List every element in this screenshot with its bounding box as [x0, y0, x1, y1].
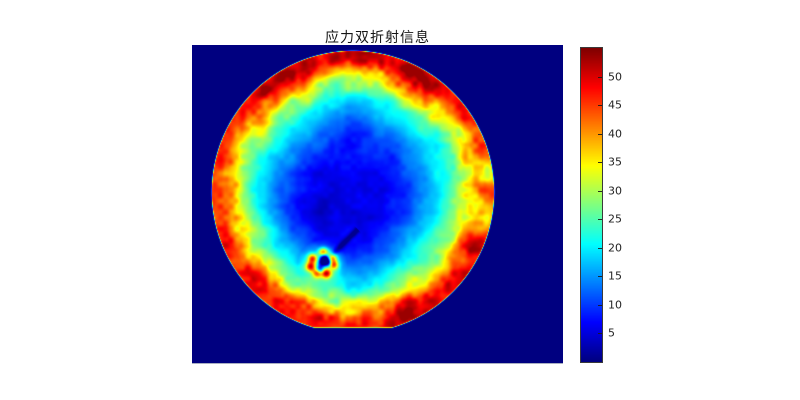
colorbar-tick: [598, 248, 602, 249]
colorbar-tick: [598, 219, 602, 220]
colorbar-tick: [598, 134, 602, 135]
colorbar-tick-label: 5: [608, 326, 615, 340]
colorbar-tick-label: 30: [608, 184, 622, 198]
colorbar-tick: [598, 191, 602, 192]
colorbar-tick-label: 20: [608, 241, 622, 255]
colorbar-tick: [598, 305, 602, 306]
colorbar: [580, 47, 603, 363]
chart-title: 应力双折射信息: [325, 30, 430, 46]
colorbar-tick-label: 25: [608, 212, 622, 226]
colorbar-tick: [598, 333, 602, 334]
colorbar-tick: [598, 162, 602, 163]
x-axis-line: [192, 363, 563, 364]
colorbar-tick: [598, 105, 602, 106]
colorbar-tick-label: 50: [608, 70, 622, 84]
colorbar-gradient: [581, 48, 602, 362]
colorbar-tick-label: 35: [608, 155, 622, 169]
colorbar-tick-label: 10: [608, 298, 622, 312]
colorbar-tick: [598, 276, 602, 277]
colorbar-tick-label: 45: [608, 98, 622, 112]
colorbar-tick-label: 40: [608, 127, 622, 141]
wafer-heatmap-image: [192, 45, 563, 363]
colorbar-tick: [598, 77, 602, 78]
colorbar-tick-label: 15: [608, 269, 622, 283]
